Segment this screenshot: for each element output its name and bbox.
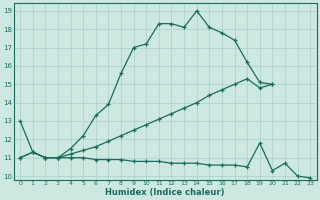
X-axis label: Humidex (Indice chaleur): Humidex (Indice chaleur) <box>106 188 225 197</box>
